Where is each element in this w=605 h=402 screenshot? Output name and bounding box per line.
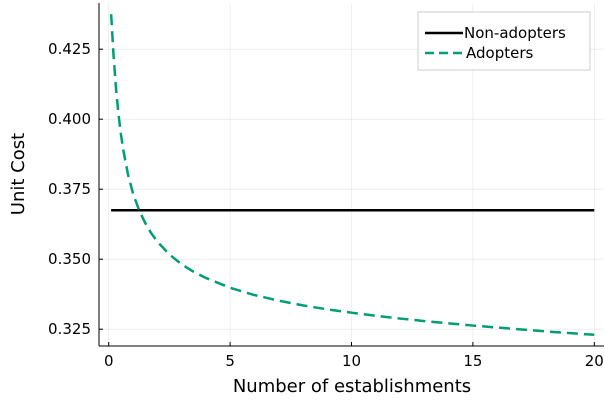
series-line-adopters xyxy=(109,14,595,337)
x-tick-label: 20 xyxy=(585,352,604,370)
x-tick-label: 15 xyxy=(463,352,482,370)
series-lines xyxy=(109,14,595,337)
y-tick-label: 0.350 xyxy=(48,250,91,268)
y-tick-label: 0.375 xyxy=(48,180,91,198)
y-tick-label: 0.425 xyxy=(48,40,91,58)
legend-label-adopters: Adopters xyxy=(466,44,533,62)
legend-label-non-adopters: Non-adopters xyxy=(464,24,566,42)
y-axis-title: Unit Cost xyxy=(8,133,29,215)
legend: Non-adopters Adopters xyxy=(417,11,591,71)
x-axis-title: Number of establishments xyxy=(233,376,471,397)
x-tick-label: 10 xyxy=(342,352,361,370)
x-tick-label: 5 xyxy=(225,352,235,370)
tick-labels: 0 5 10 15 20 0.325 0.350 0.375 0.400 0.425 xyxy=(48,40,604,370)
y-tick-label: 0.325 xyxy=(48,320,91,338)
tick-marks xyxy=(99,48,595,346)
x-tick-label: 0 xyxy=(104,352,114,370)
y-tick-label: 0.400 xyxy=(48,110,91,128)
legend-box xyxy=(417,11,591,71)
